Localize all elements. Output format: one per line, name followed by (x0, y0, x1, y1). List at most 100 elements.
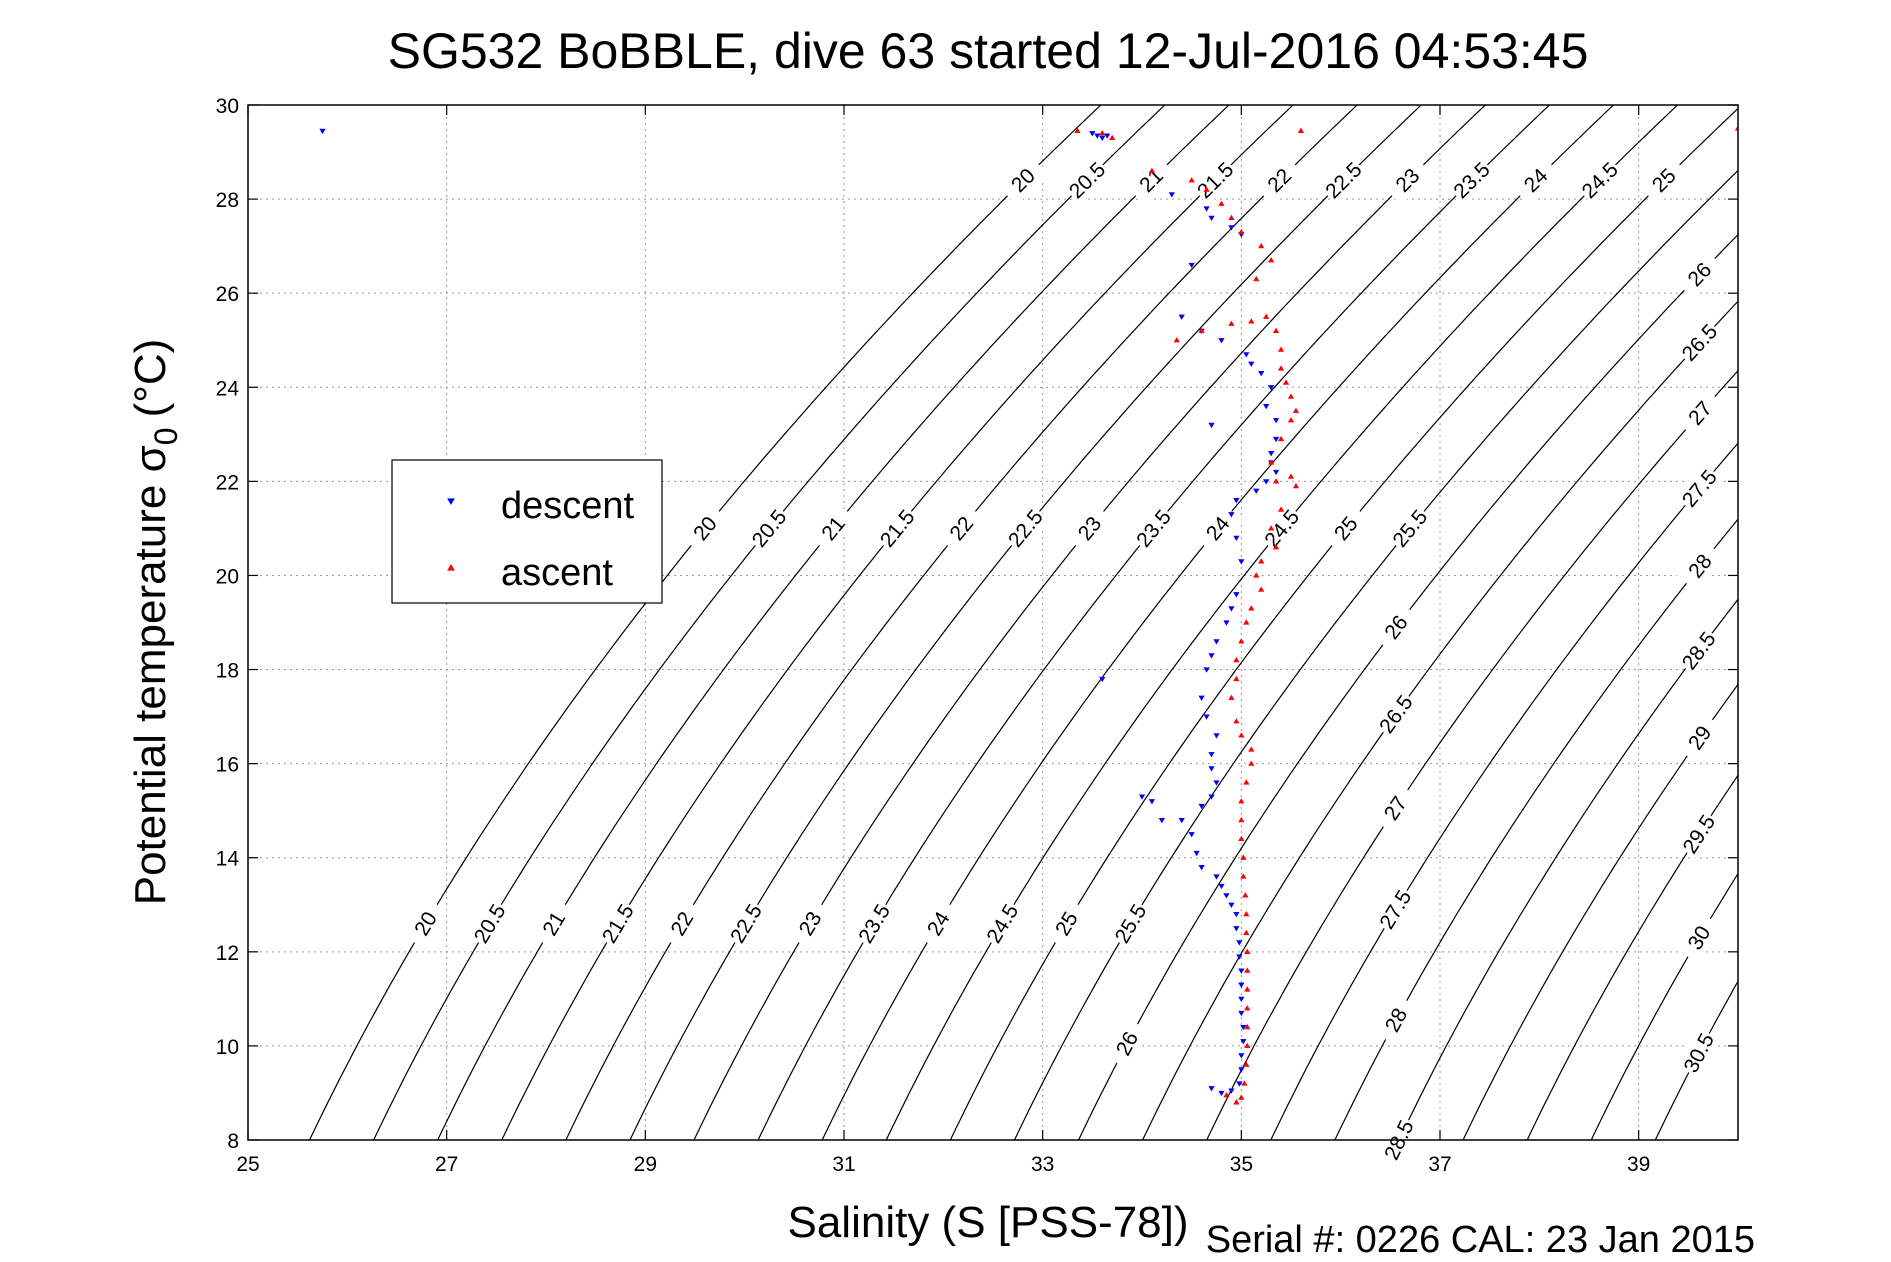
y-label-sub: 0 (148, 427, 184, 445)
y-tick-label: 20 (216, 565, 239, 588)
data-point-ascent (1297, 127, 1305, 133)
data-point-ascent (1243, 929, 1250, 936)
density-contour (1013, 169, 1738, 1140)
data-point-ascent (1243, 1061, 1250, 1067)
density-contour (1590, 872, 1738, 1140)
data-point-ascent (1240, 854, 1247, 860)
data-point-ascent (1148, 167, 1156, 173)
data-point-ascent (1292, 482, 1300, 489)
data-point-descent (1208, 653, 1215, 659)
data-point-descent (1233, 926, 1240, 932)
data-point-ascent (1248, 605, 1255, 611)
contour-label-bg (851, 898, 897, 950)
data-point-descent (1188, 262, 1195, 269)
contour-label-bg (1674, 249, 1725, 300)
x-tick-label: 33 (1031, 1153, 1054, 1176)
data-point-descent (1208, 422, 1215, 429)
data-point-ascent (1228, 320, 1235, 326)
y-tick-label: 22 (216, 471, 239, 494)
contour-label-bg (809, 503, 858, 554)
contour-label-bg (681, 503, 730, 554)
data-point-descent (319, 128, 326, 135)
data-point-descent (1272, 418, 1280, 424)
data-point-ascent (1188, 177, 1195, 183)
contour-label-bg (1193, 503, 1242, 554)
density-contour (949, 107, 1738, 1140)
contour-label-bg (1677, 1027, 1721, 1079)
data-point-ascent (1282, 379, 1290, 385)
data-point-descent (1243, 352, 1250, 358)
contour-label-bg (1676, 808, 1722, 860)
serial-cal-footer: Serial #: 0226 CAL: 23 Jan 2015 (1206, 1219, 1755, 1261)
data-point-descent (1263, 403, 1270, 410)
data-point-descent (1223, 620, 1230, 626)
y-tick-label: 30 (216, 95, 239, 118)
data-point-ascent (1238, 798, 1245, 804)
data-point-ascent (1287, 417, 1295, 423)
data-point-descent (1104, 133, 1111, 139)
data-point-ascent (1238, 835, 1245, 842)
data-point-ascent (1248, 760, 1255, 766)
data-point-descent (1253, 488, 1260, 494)
data-point-descent (1240, 1039, 1247, 1045)
data-point-descent (1203, 714, 1210, 720)
data-point-ascent (1240, 873, 1247, 879)
data-point-descent (1238, 1010, 1245, 1017)
data-point-descent (1178, 817, 1185, 824)
data-point-descent (1178, 314, 1185, 320)
contour-label-bg (1108, 898, 1154, 950)
data-point-ascent (1268, 257, 1275, 263)
data-point-descent (1263, 479, 1270, 485)
data-point-ascent (1223, 1092, 1230, 1098)
legend: descent ascent (391, 459, 663, 604)
density-contour (501, 105, 1294, 1140)
legend-entry-descent: descent (501, 485, 635, 527)
data-point-descent (1228, 1088, 1235, 1094)
data-point-descent (1268, 385, 1275, 391)
density-contour (693, 105, 1486, 1140)
data-point-descent (1218, 883, 1225, 890)
data-point-descent (1233, 912, 1240, 918)
y-axis-label: Potential temperature σ0 (°C) (126, 339, 184, 906)
data-point-descent (1213, 639, 1220, 645)
data-point-descent (1138, 794, 1146, 800)
data-point-ascent (1233, 656, 1240, 663)
density-contour (885, 105, 1678, 1140)
data-point-ascent (1244, 1042, 1251, 1049)
density-contour (1398, 598, 1738, 1140)
contour-label-bg (1374, 994, 1419, 1046)
contour-label-bg (1675, 625, 1723, 677)
data-point-ascent (1238, 732, 1245, 738)
data-point-ascent (1272, 478, 1280, 484)
data-point-ascent (1248, 746, 1255, 752)
contour-label-bg (1382, 155, 1433, 205)
y-tick-label: 18 (216, 660, 239, 683)
data-point-ascent (1228, 214, 1235, 221)
data-point-ascent (1238, 638, 1245, 644)
data-point-ascent (1244, 986, 1251, 992)
data-point-descent (1094, 133, 1101, 139)
data-point-descent (1238, 1067, 1245, 1073)
contour-label-bg (1318, 155, 1369, 206)
data-point-descent (1213, 780, 1220, 786)
legend-marker-descent (447, 498, 455, 505)
data-point-descent (1228, 512, 1235, 518)
data-point-ascent (1258, 586, 1265, 592)
data-point-descent (1228, 606, 1235, 612)
density-contour (1206, 369, 1738, 1140)
data-point-ascent (1233, 718, 1240, 724)
contour-label-bg (723, 898, 769, 950)
contour-label-bg (595, 898, 641, 950)
data-point-ascent (1244, 1023, 1251, 1030)
data-point-descent (1198, 695, 1205, 701)
x-tick-label: 29 (634, 1153, 657, 1176)
contour-label-bg (1675, 317, 1725, 368)
data-point-ascent (1238, 228, 1245, 235)
density-contour (1462, 683, 1738, 1140)
x-tick-label: 39 (1627, 1153, 1650, 1176)
data-point-descent (1089, 131, 1096, 137)
contour-label-bg (1510, 155, 1561, 205)
grid-lines (247, 104, 1738, 1141)
data-point-descent (1233, 592, 1240, 598)
contour-label-bg (1126, 155, 1177, 205)
